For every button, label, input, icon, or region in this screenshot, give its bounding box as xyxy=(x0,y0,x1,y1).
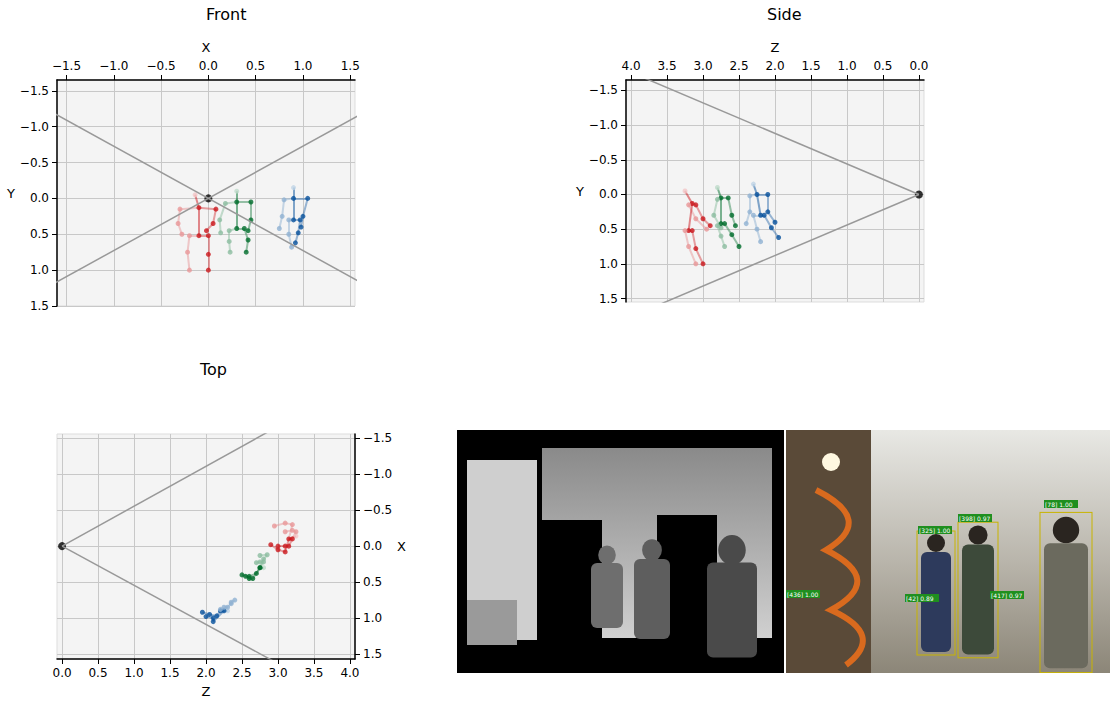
svg-text:−1.0: −1.0 xyxy=(20,120,49,134)
svg-text:1.5: 1.5 xyxy=(363,647,382,661)
svg-text:Top: Top xyxy=(199,360,227,379)
svg-text:−1.5: −1.5 xyxy=(52,59,81,73)
svg-text:−1.0: −1.0 xyxy=(99,59,128,73)
svg-text:1.0: 1.0 xyxy=(30,263,49,277)
svg-text:[436] 1.00: [436] 1.00 xyxy=(787,591,819,598)
svg-text:0.0: 0.0 xyxy=(199,59,218,73)
svg-text:0.5: 0.5 xyxy=(873,59,892,73)
svg-text:[417] 0.97: [417] 0.97 xyxy=(991,592,1023,599)
svg-text:4.0: 4.0 xyxy=(340,666,359,680)
svg-text:[398] 0.97: [398] 0.97 xyxy=(959,515,991,522)
svg-text:−1.5: −1.5 xyxy=(589,83,618,97)
svg-text:0.0: 0.0 xyxy=(30,191,49,205)
svg-text:−1.5: −1.5 xyxy=(363,431,392,445)
svg-text:Side: Side xyxy=(767,5,802,24)
svg-text:[42] 0.89: [42] 0.89 xyxy=(906,595,934,602)
svg-text:2.0: 2.0 xyxy=(196,666,215,680)
svg-text:3.5: 3.5 xyxy=(657,59,676,73)
svg-text:−1.0: −1.0 xyxy=(363,467,392,481)
svg-text:Y: Y xyxy=(6,186,15,201)
svg-text:Z: Z xyxy=(202,684,211,699)
svg-text:1.5: 1.5 xyxy=(801,59,820,73)
svg-text:[325] 1.00: [325] 1.00 xyxy=(919,527,951,534)
svg-text:X: X xyxy=(397,539,406,554)
svg-text:2.5: 2.5 xyxy=(232,666,251,680)
svg-text:2.5: 2.5 xyxy=(729,59,748,73)
svg-text:−0.5: −0.5 xyxy=(363,503,392,517)
svg-text:4.0: 4.0 xyxy=(621,59,640,73)
svg-text:1.5: 1.5 xyxy=(341,59,360,73)
svg-text:−1.0: −1.0 xyxy=(589,118,618,132)
svg-text:1.5: 1.5 xyxy=(30,299,49,313)
svg-text:3.0: 3.0 xyxy=(693,59,712,73)
svg-text:0.5: 0.5 xyxy=(599,222,618,236)
svg-text:−1.5: −1.5 xyxy=(20,84,49,98)
svg-text:Z: Z xyxy=(771,40,780,55)
svg-text:0.0: 0.0 xyxy=(909,59,928,73)
svg-text:Y: Y xyxy=(575,184,584,199)
svg-text:−0.5: −0.5 xyxy=(20,156,49,170)
svg-text:1.5: 1.5 xyxy=(599,292,618,306)
svg-text:−0.5: −0.5 xyxy=(146,59,175,73)
svg-text:0.5: 0.5 xyxy=(363,575,382,589)
svg-text:−0.5: −0.5 xyxy=(589,153,618,167)
svg-text:3.5: 3.5 xyxy=(304,666,323,680)
svg-text:X: X xyxy=(202,40,211,55)
svg-text:0.5: 0.5 xyxy=(30,227,49,241)
svg-text:1.0: 1.0 xyxy=(599,257,618,271)
svg-text:0.5: 0.5 xyxy=(88,666,107,680)
svg-text:1.0: 1.0 xyxy=(837,59,856,73)
svg-text:0.0: 0.0 xyxy=(599,187,618,201)
svg-text:0.5: 0.5 xyxy=(246,59,265,73)
svg-text:3.0: 3.0 xyxy=(268,666,287,680)
svg-text:0.0: 0.0 xyxy=(52,666,71,680)
svg-text:1.0: 1.0 xyxy=(124,666,143,680)
svg-text:0.0: 0.0 xyxy=(363,539,382,553)
svg-text:1.0: 1.0 xyxy=(363,611,382,625)
svg-text:[78] 1.00: [78] 1.00 xyxy=(1045,501,1073,508)
svg-text:2.0: 2.0 xyxy=(765,59,784,73)
svg-text:1.0: 1.0 xyxy=(293,59,312,73)
svg-text:1.5: 1.5 xyxy=(160,666,179,680)
svg-text:Front: Front xyxy=(206,5,246,24)
